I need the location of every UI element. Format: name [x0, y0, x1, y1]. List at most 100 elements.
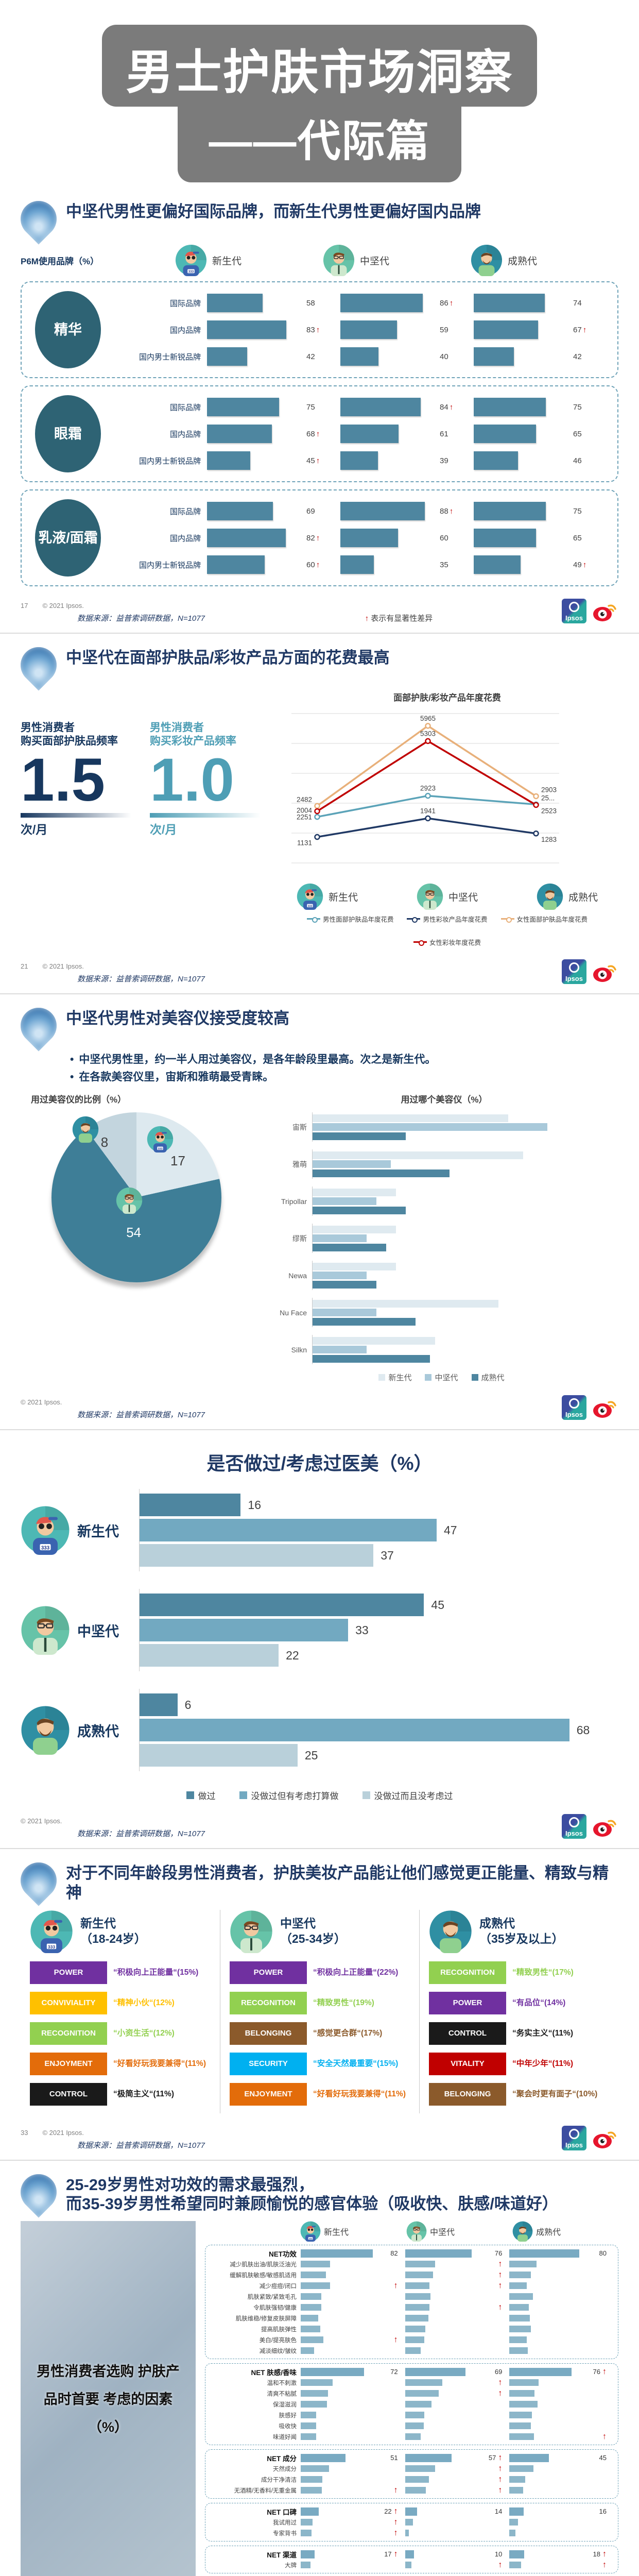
bar-track: [340, 425, 436, 443]
frequency-stat: 男性消费者 购买面部护肤品频率 1.5 次/月: [21, 721, 131, 947]
bar: [207, 320, 287, 339]
copyright-text: © 2021 Ipsos.: [21, 1398, 62, 1406]
bar-track: [340, 555, 436, 574]
bar-track: [405, 2367, 493, 2376]
factor-bar-cell: ↑: [301, 2529, 405, 2538]
factor-bar-cell: 14: [405, 2507, 510, 2516]
bar-track: [301, 2261, 398, 2268]
tag-quote: “好看好玩我要兼得“(11%): [313, 2089, 406, 2098]
bar-value: 65: [573, 534, 594, 543]
bar: [509, 2507, 524, 2516]
device-usage-pie-chart: 用过美容仪的比例（%） 54 17 8 333: [26, 1089, 247, 1383]
significance-up-arrow: ↑: [449, 506, 454, 516]
bar-track: [207, 451, 303, 470]
generation-header: 成熟代: [512, 2221, 618, 2242]
svg-text:2251: 2251: [297, 814, 312, 821]
svg-text:2482: 2482: [297, 795, 312, 803]
significance-up-arrow: ↑: [316, 456, 320, 465]
bar: [340, 425, 399, 443]
factor-bar-cell: [509, 2487, 614, 2494]
factor-label: NET 肤感/香味: [251, 2368, 297, 2377]
bar: [405, 2401, 431, 2408]
factor-bar-cell: [301, 2390, 405, 2397]
bar-track: [207, 347, 303, 366]
bar: [301, 2326, 320, 2333]
stat-label: 男性消费者 购买面部护肤品频率: [21, 721, 131, 749]
generation-label: 中坚代: [360, 256, 390, 267]
bar: [509, 2326, 531, 2333]
bar-value: 42: [306, 352, 327, 361]
tag-chip: POWER: [30, 1961, 107, 1984]
bar: [405, 2367, 466, 2376]
generation-header: 中坚代: [323, 244, 471, 276]
slide-brand-preference: 中坚代男性更偏好国际品牌，而新生代男性更偏好国内品牌 P6M使用品牌（%） 33…: [0, 188, 639, 634]
source-note: 数据来源：益普索调研数据，N=1077: [77, 2141, 205, 2150]
bar-track: [474, 451, 569, 470]
source-note: 数据来源：益普索调研数据，N=1077: [77, 975, 205, 984]
slide-title: 是否做过/考虑过医美（%）: [206, 1453, 433, 1474]
medical-bar-row: 6: [140, 1693, 618, 1716]
bar-value: 40: [440, 352, 460, 361]
bar-track: [474, 502, 569, 520]
bar-track: [474, 294, 569, 312]
slide-footer: 21 © 2021 Ipsos. 数据来源：益普索调研数据，N=1077 Ipsos: [21, 956, 618, 984]
bar-track: [301, 2519, 392, 2526]
factor-label: 令肌肤强韧/健康: [253, 2304, 297, 2311]
weibo-logo-icon: [593, 604, 616, 621]
bar-track: [509, 2347, 607, 2354]
bar: [509, 2401, 538, 2408]
bar-value-number: 61: [440, 429, 448, 438]
factor-bar-cell: [405, 2347, 510, 2354]
pie-value-mid: 54: [126, 1224, 142, 1240]
legend-swatch: [186, 1791, 194, 1799]
ipsos-logo: Ipsos: [561, 599, 586, 623]
bar-value: 60 ↑: [306, 561, 327, 569]
factor-bar-cell: [301, 2293, 405, 2300]
device-brand-row: Silkn: [265, 1335, 618, 1364]
avatar-young-icon: 333: [297, 883, 323, 910]
significance-text: 表示有显著性差异: [369, 614, 433, 623]
bar: [405, 2293, 430, 2300]
bar-track: [340, 294, 436, 312]
factor-bar-cell: [405, 2326, 510, 2333]
avatar-mature-icon: [21, 1706, 70, 1755]
bar-track: [509, 2507, 597, 2516]
bar: [301, 2272, 326, 2279]
bar-track: [301, 2304, 398, 2311]
factor-bar-cell: 18 ↑: [509, 2550, 614, 2559]
bar-cell: 75: [474, 502, 607, 520]
factor-bar-cell: ↑: [405, 2561, 510, 2570]
bar: [301, 2550, 315, 2558]
bar-track: [301, 2487, 392, 2494]
bar: [340, 555, 374, 574]
significance-up-arrow: ↑: [498, 2453, 503, 2462]
bar-track: [474, 320, 569, 339]
device-brand-row: Nu Face: [265, 1298, 618, 1327]
device-brand-row: 雅萌: [265, 1149, 618, 1179]
bar: [474, 294, 545, 312]
bar: [405, 2507, 418, 2516]
factor-label: 我试用过: [273, 2519, 297, 2526]
bar: [340, 320, 397, 339]
factor-bar-cell: [509, 2401, 614, 2408]
bar-value: 80: [599, 2249, 607, 2258]
bar: [405, 2433, 421, 2441]
bar: [474, 529, 536, 547]
device-brand-bars: [312, 1261, 618, 1290]
medical-bar: [140, 1619, 349, 1641]
factor-row: 温和不刺激 ↑: [210, 2377, 614, 2388]
factor-net-row: NET 成分 51 57 ↑ 45: [210, 2452, 614, 2463]
bar: [301, 2401, 327, 2408]
legend-item: 没做过而且没考虑过: [362, 1789, 453, 1802]
bar-value-number: 67: [573, 325, 582, 334]
bar-value: 57: [488, 2454, 496, 2462]
tag-quote: “精神小伙“(12%): [113, 1998, 175, 2007]
device-bar: [313, 1354, 430, 1363]
bar: [509, 2315, 530, 2322]
bar: [405, 2412, 425, 2419]
device-bar: [313, 1206, 406, 1214]
bar-track: [301, 2315, 398, 2322]
bar-track: [405, 2347, 503, 2354]
factor-bar-cell: [509, 2336, 614, 2344]
brand-row-label: 国际品牌: [169, 403, 201, 412]
